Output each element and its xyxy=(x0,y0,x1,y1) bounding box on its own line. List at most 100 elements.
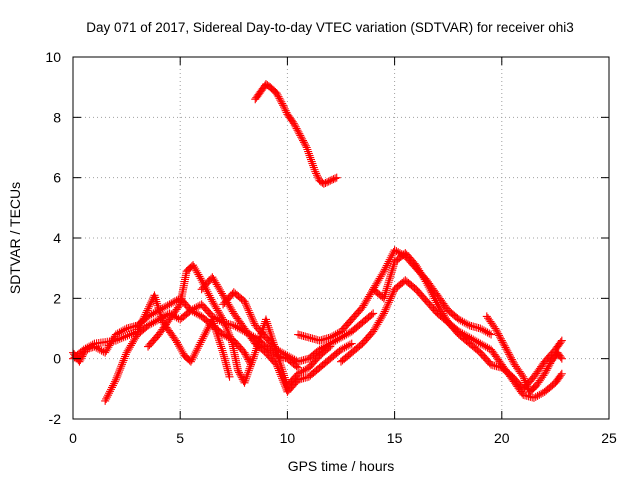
data-point xyxy=(278,376,287,385)
data-point xyxy=(137,317,146,326)
data-point xyxy=(425,285,434,294)
data-point xyxy=(104,391,113,400)
data-point xyxy=(151,293,160,302)
data-point xyxy=(145,302,154,311)
data-point xyxy=(543,364,552,373)
data-point xyxy=(384,278,393,287)
data-point xyxy=(483,328,492,337)
data-point xyxy=(478,340,487,349)
data-point xyxy=(243,370,252,379)
data-point xyxy=(299,138,308,147)
data-point xyxy=(386,253,395,262)
data-point xyxy=(308,159,317,168)
series-arc-3 xyxy=(69,291,234,381)
data-point xyxy=(274,366,283,375)
data-point xyxy=(394,248,403,257)
data-point xyxy=(493,327,502,336)
data-point xyxy=(233,323,242,332)
data-point xyxy=(494,329,503,338)
data-point xyxy=(462,319,471,328)
data-point xyxy=(123,331,132,340)
data-point xyxy=(156,310,165,319)
data-point xyxy=(312,169,321,178)
data-point xyxy=(279,103,288,112)
data-point xyxy=(285,352,294,361)
data-point xyxy=(379,267,388,276)
data-point xyxy=(206,293,215,302)
data-point xyxy=(276,96,285,105)
data-point xyxy=(541,368,550,377)
data-point xyxy=(210,321,219,330)
data-point xyxy=(431,296,440,305)
data-point xyxy=(332,173,341,182)
data-point xyxy=(383,301,392,310)
data-point xyxy=(249,317,258,326)
data-point xyxy=(192,346,201,355)
data-point xyxy=(236,371,245,380)
data-point xyxy=(385,296,394,305)
data-point xyxy=(283,351,292,360)
data-point xyxy=(85,342,94,351)
data-point xyxy=(288,354,297,363)
data-point xyxy=(235,368,244,377)
data-point xyxy=(426,286,435,295)
data-point xyxy=(213,329,222,338)
data-point xyxy=(226,332,235,341)
data-point xyxy=(211,325,220,334)
data-point xyxy=(478,325,487,334)
data-point xyxy=(147,319,156,328)
data-point xyxy=(290,121,299,130)
data-point xyxy=(299,366,308,375)
series-arc-11 xyxy=(251,80,341,188)
data-point xyxy=(304,149,313,158)
data-point xyxy=(244,368,253,377)
data-point xyxy=(229,321,238,330)
data-point xyxy=(241,299,250,308)
data-point xyxy=(500,341,509,350)
data-point xyxy=(157,314,166,323)
data-point xyxy=(195,340,204,349)
data-point xyxy=(234,366,243,375)
data-point xyxy=(277,97,286,106)
series-arc-10 xyxy=(482,312,566,396)
data-point xyxy=(255,334,264,343)
data-point xyxy=(81,344,90,353)
data-point xyxy=(520,376,529,385)
data-point xyxy=(387,268,396,277)
data-point xyxy=(145,320,154,329)
data-point xyxy=(244,306,253,315)
data-point xyxy=(556,338,565,347)
x-tick-label: 5 xyxy=(176,430,184,446)
data-point xyxy=(155,305,164,314)
data-point xyxy=(248,315,257,324)
data-point xyxy=(190,350,199,359)
data-point xyxy=(383,282,392,291)
data-point xyxy=(249,354,258,363)
data-point xyxy=(381,290,390,299)
data-point xyxy=(317,344,326,353)
data-point xyxy=(279,349,288,358)
data-point xyxy=(297,133,306,142)
data-point xyxy=(385,276,394,285)
data-point xyxy=(110,377,119,386)
data-point xyxy=(307,157,316,166)
data-point xyxy=(218,313,227,322)
data-point xyxy=(303,145,312,154)
data-point xyxy=(506,352,515,361)
data-point xyxy=(520,374,529,383)
data-point xyxy=(271,359,280,368)
data-point xyxy=(265,327,274,336)
data-point xyxy=(381,305,390,314)
data-point xyxy=(208,315,217,324)
data-point xyxy=(479,326,488,335)
data-point xyxy=(309,163,318,172)
data-point xyxy=(344,329,353,338)
data-point xyxy=(279,101,288,110)
data-point xyxy=(432,298,441,307)
data-point xyxy=(504,348,513,357)
data-point xyxy=(292,124,301,133)
data-point xyxy=(215,336,224,345)
data-point xyxy=(282,108,291,117)
data-point xyxy=(387,251,396,260)
data-point xyxy=(278,348,287,357)
